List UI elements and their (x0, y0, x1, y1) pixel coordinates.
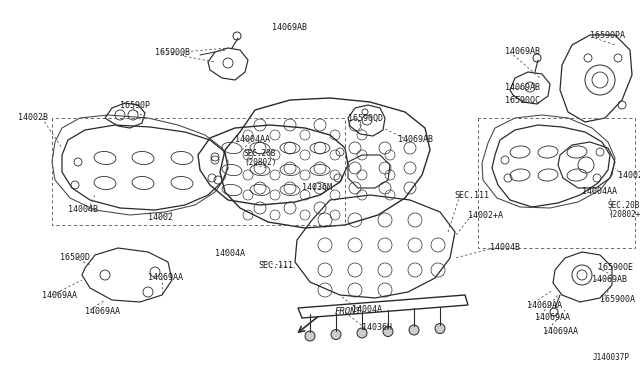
Text: 14004A: 14004A (215, 248, 245, 257)
Text: 14036H: 14036H (362, 324, 392, 333)
Circle shape (305, 331, 315, 341)
Text: 16590OE: 16590OE (598, 263, 633, 273)
Text: 16590QC: 16590QC (505, 96, 540, 105)
Text: 14069AA: 14069AA (535, 314, 570, 323)
Text: 14069AB: 14069AB (592, 276, 627, 285)
Text: 14002B: 14002B (618, 170, 640, 180)
Text: 16590D: 16590D (60, 253, 90, 263)
Circle shape (383, 327, 393, 337)
Circle shape (357, 328, 367, 338)
Text: 14069AB: 14069AB (505, 48, 540, 57)
Text: 14069AB: 14069AB (272, 23, 307, 32)
Text: 16590QB: 16590QB (155, 48, 190, 57)
Text: 14069AA: 14069AA (543, 327, 578, 337)
Text: 16590PA: 16590PA (590, 31, 625, 39)
Text: SEC.20B: SEC.20B (244, 148, 276, 157)
Text: 14069AA: 14069AA (148, 273, 183, 282)
Circle shape (409, 325, 419, 335)
Text: (20802+A): (20802+A) (608, 211, 640, 219)
Text: J140037P: J140037P (593, 353, 630, 362)
Text: 16590QD: 16590QD (348, 113, 383, 122)
Text: 14069AA: 14069AA (527, 301, 562, 310)
Circle shape (435, 324, 445, 334)
Text: SEC.111: SEC.111 (454, 190, 489, 199)
Text: 14004A: 14004A (352, 305, 382, 314)
Text: (20802): (20802) (244, 157, 276, 167)
Text: 165900A: 165900A (600, 295, 635, 305)
Text: SEC.20B: SEC.20B (608, 201, 640, 209)
Text: 16590P: 16590P (120, 100, 150, 109)
Text: 14004AA: 14004AA (582, 187, 617, 196)
Text: 14004B: 14004B (490, 244, 520, 253)
Text: 14069AB: 14069AB (398, 135, 433, 144)
Text: 14002: 14002 (148, 214, 173, 222)
Text: 14002+A: 14002+A (468, 211, 503, 219)
Text: 14004B: 14004B (68, 205, 98, 215)
Text: 14069AA: 14069AA (42, 291, 77, 299)
Text: 14002B: 14002B (18, 113, 48, 122)
Circle shape (331, 330, 341, 340)
Text: 14069AA: 14069AA (85, 308, 120, 317)
Text: 14004AA: 14004AA (235, 135, 270, 144)
Text: FRONT: FRONT (335, 308, 362, 317)
Text: SEC.111: SEC.111 (258, 260, 293, 269)
Text: 14036M: 14036M (302, 183, 332, 192)
Text: 14069AB: 14069AB (505, 83, 540, 93)
